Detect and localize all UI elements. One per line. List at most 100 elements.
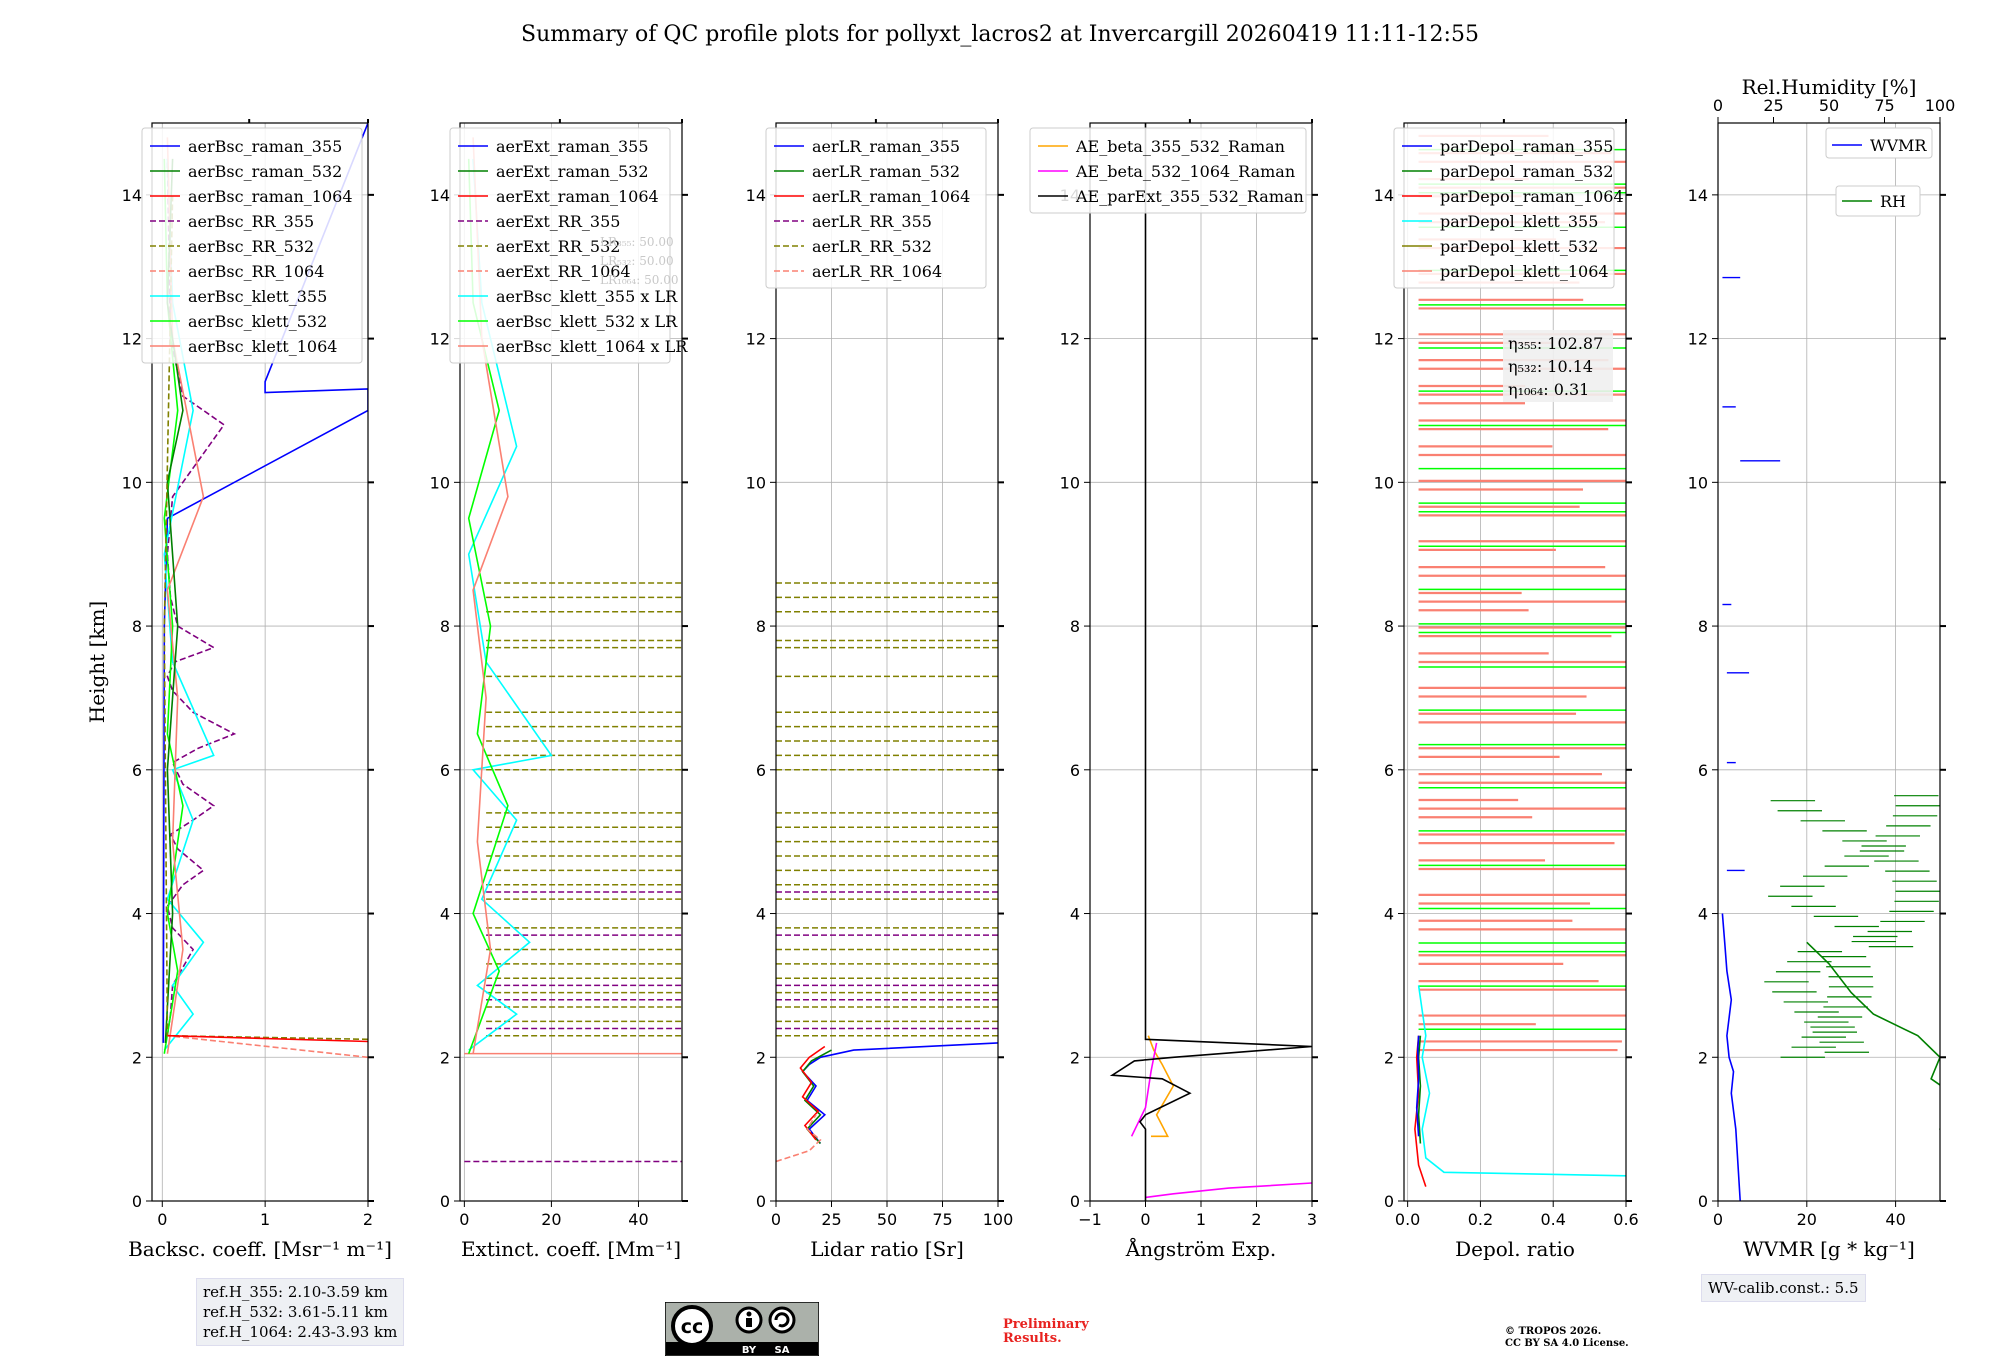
x-tick-label: 0 — [157, 1210, 167, 1229]
y-tick-label: 8 — [1384, 617, 1394, 636]
figure-title: Summary of QC profile plots for pollyxt_… — [521, 22, 1479, 47]
y-tick-label: 6 — [1070, 761, 1080, 780]
y-tick-label: 8 — [132, 617, 142, 636]
top-tick-label: 25 — [1763, 96, 1783, 115]
legend-label: aerBsc_klett_1064 x LR — [496, 337, 688, 356]
x-axis-label: Extinct. coeff. [Mm⁻¹] — [461, 1237, 681, 1261]
y-tick-label: 4 — [132, 905, 142, 924]
y-tick-label: 10 — [1374, 473, 1394, 492]
series-group — [162, 123, 368, 1059]
y-tick-label: 8 — [756, 617, 766, 636]
series-aerBsc_raman_355 — [162, 123, 368, 1043]
legend-label: aerBsc_RR_355 — [188, 212, 314, 231]
legend-box — [765, 127, 987, 289]
y-tick-label: 12 — [746, 330, 766, 349]
x-axis-label: Depol. ratio — [1455, 1237, 1575, 1261]
legend-label: AE_parExt_355_532_Raman — [1075, 187, 1304, 206]
legend-label: aerExt_raman_532 — [496, 162, 649, 181]
eta-box: η₃₅₅: 102.87 η₅₃₂: 10.14 η₁₀₆₄: 0.31 — [1503, 330, 1613, 402]
legend-label: parDepol_raman_532 — [1440, 162, 1613, 181]
top-tick-label: 100 — [1925, 96, 1956, 115]
x-tick-label: 0 — [1713, 1210, 1723, 1229]
panel-depol: 0.0 0.2 0.4 0.6 0 2 4 6 8 10 12 14 Depol. ratio parDe… — [1374, 119, 1639, 1261]
x-axis-label: WVMR [g * kg⁻¹] — [1743, 1237, 1915, 1261]
cc-by-sa-logo: cc BY SA — [665, 1302, 819, 1356]
legend-label: aerBsc_raman_1064 — [188, 187, 353, 206]
x-axis-label: Backsc. coeff. [Msr⁻¹ m⁻¹] — [128, 1237, 392, 1261]
y-tick-label: 10 — [746, 473, 766, 492]
y-tick-label: 8 — [1698, 617, 1708, 636]
legend-label: aerLR_raman_1064 — [812, 187, 970, 206]
legend-label: aerBsc_raman_355 — [188, 137, 342, 156]
x-axis-label: Lidar ratio [Sr] — [810, 1237, 964, 1261]
legend-label: parDepol_klett_532 — [1440, 237, 1598, 256]
legend-box — [449, 127, 671, 364]
x-tick-label: 40 — [1885, 1210, 1905, 1229]
axes-frame — [1717, 122, 1941, 1202]
y-tick-label: 0 — [1384, 1192, 1394, 1211]
legend-label: RH — [1880, 192, 1906, 211]
y-tick-label: 10 — [1060, 473, 1080, 492]
series-aerBsc_klett_355 x LR — [467, 158, 553, 1051]
legend-label: AE_beta_532_1064_Raman — [1075, 162, 1295, 181]
legend-label: WVMR — [1870, 136, 1927, 155]
y-tick-label: 6 — [440, 761, 450, 780]
top-tick-label: 0 — [1713, 96, 1723, 115]
y-tick-label: 12 — [1060, 330, 1080, 349]
x-tick-label: 2 — [1251, 1210, 1261, 1229]
y-tick-label: 4 — [440, 905, 450, 924]
y-tick-label: 4 — [756, 905, 766, 924]
preliminary-line-1: Preliminary — [1003, 1317, 1089, 1332]
legend-box — [1029, 127, 1307, 214]
series-AE_parExt_355_532_Raman — [1109, 123, 1312, 1201]
cc-by-text: BY — [742, 1345, 757, 1356]
y-tick-label: 8 — [440, 617, 450, 636]
y-tick-label: 0 — [132, 1192, 142, 1211]
axes-frame — [1403, 122, 1627, 1202]
ref-h-355: ref.H_355: 2.10-3.59 km — [203, 1283, 388, 1301]
series-aerBsc_RR_1064 — [167, 1034, 368, 1059]
eta-bg — [1503, 330, 1613, 402]
legend-label: AE_beta_355_532_Raman — [1075, 137, 1285, 156]
legend-label: aerLR_RR_1064 — [812, 262, 942, 281]
x-tick-label: −1 — [1078, 1210, 1102, 1229]
y-tick-label: 6 — [756, 761, 766, 780]
x-tick-label: 20 — [1797, 1210, 1817, 1229]
legend-label: aerExt_raman_1064 — [496, 187, 659, 206]
eta-label: η₃₅₅: 102.87 — [1508, 334, 1603, 353]
legend-label: aerLR_RR_355 — [812, 212, 932, 231]
lr-note: LR₅₃₂: 50.00 — [600, 254, 674, 268]
copyright-line-2: CC BY SA 4.0 License. — [1505, 1338, 1629, 1349]
series-aerBsc_raman_1064 — [167, 1034, 368, 1043]
legend-label: parDepol_klett_1064 — [1440, 262, 1609, 281]
preliminary-line-2: Results. — [1003, 1331, 1062, 1346]
x-tick-label: 1 — [260, 1210, 270, 1229]
y-tick-label: 12 — [1374, 330, 1394, 349]
series-aerLR_raman_355 — [801, 1042, 998, 1144]
x-tick-label: 50 — [877, 1210, 897, 1229]
legend-label: aerBsc_klett_532 x LR — [496, 312, 678, 331]
y-tick-label: 10 — [1688, 473, 1708, 492]
series-RH — [1806, 941, 1940, 1201]
ref-h-532: ref.H_532: 3.61-5.11 km — [203, 1303, 388, 1321]
lr-note: LR₁₀₆₄: 50.00 — [600, 273, 678, 287]
panel-wvmr: 0 20 40 0 2 4 6 8 10 12 14 0 25 50 75 100 Rel.Humidity [… — [1688, 75, 1956, 1261]
legend-label: parDepol_raman_1064 — [1440, 187, 1624, 206]
legend-label: aerBsc_klett_1064 — [188, 337, 337, 356]
y-tick-label: 12 — [430, 330, 450, 349]
y-tick-label: 12 — [1688, 330, 1708, 349]
legend-label: aerLR_RR_532 — [812, 237, 932, 256]
y-tick-label: 0 — [1070, 1192, 1080, 1211]
legend-box — [141, 127, 363, 364]
legend: aerLR_raman_355 aerLR_raman_532 aerLR_rama… — [765, 127, 987, 289]
x-tick-label: 0 — [1140, 1210, 1150, 1229]
y-tick-label: 6 — [1698, 761, 1708, 780]
x-tick-label: 0.6 — [1613, 1210, 1638, 1229]
legend-label: aerBsc_klett_355 x LR — [496, 287, 678, 306]
copyright-line-1: © TROPOS 2026. — [1505, 1326, 1602, 1337]
legend-label: aerBsc_raman_532 — [188, 162, 342, 181]
axes-frame — [151, 122, 369, 1202]
series-group — [1414, 134, 1626, 1187]
legend: aerExt_raman_355 aerExt_raman_532 aerExt_r… — [449, 127, 688, 364]
